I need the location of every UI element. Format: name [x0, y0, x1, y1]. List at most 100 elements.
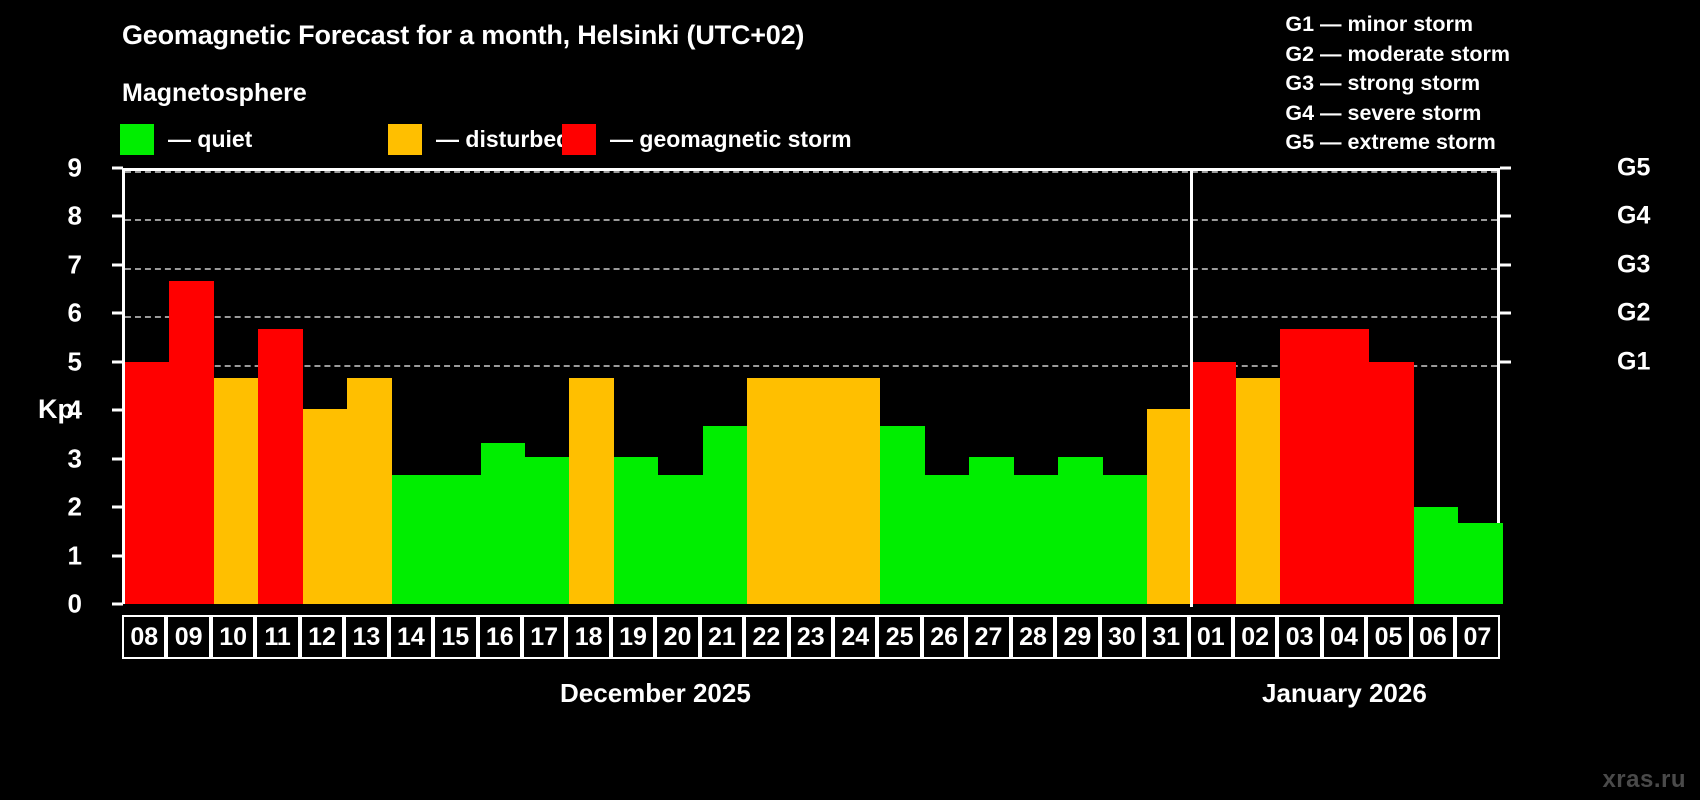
day-cell-08[interactable]: 08: [122, 615, 167, 659]
day-cell-02[interactable]: 02: [1232, 615, 1278, 659]
bar-slot-26[interactable]: [924, 171, 970, 604]
bar-24-disturbed[interactable]: [836, 377, 881, 604]
bar-slot-25[interactable]: [880, 171, 925, 604]
y-tick-mark-1: [112, 554, 123, 558]
day-cell-09[interactable]: 09: [166, 615, 211, 659]
day-cell-24[interactable]: 24: [833, 615, 878, 659]
bar-28-quiet[interactable]: [1013, 474, 1059, 604]
bar-slot-02[interactable]: [1235, 171, 1281, 604]
day-cell-06[interactable]: 06: [1410, 615, 1456, 659]
bar-slot-20[interactable]: [658, 171, 703, 604]
day-cell-19[interactable]: 19: [610, 615, 656, 659]
bar-slot-05[interactable]: [1369, 171, 1414, 604]
plot-area: [122, 168, 1503, 607]
bar-slot-03[interactable]: [1280, 171, 1325, 604]
bar-16-quiet[interactable]: [480, 442, 525, 604]
day-cell-26[interactable]: 26: [921, 615, 967, 659]
day-cell-05[interactable]: 05: [1366, 615, 1411, 659]
bar-30-quiet[interactable]: [1102, 474, 1148, 604]
bar-21-quiet[interactable]: [702, 426, 748, 604]
y-tick-label-6: 6: [67, 297, 82, 328]
bar-09-storm[interactable]: [169, 280, 214, 604]
bar-07-quiet[interactable]: [1458, 523, 1503, 604]
day-cell-04[interactable]: 04: [1321, 615, 1367, 659]
day-cell-30[interactable]: 30: [1099, 615, 1145, 659]
y-tick-label-7: 7: [67, 249, 82, 280]
bar-03-storm[interactable]: [1280, 329, 1325, 604]
day-cell-28[interactable]: 28: [1010, 615, 1056, 659]
bar-slot-27[interactable]: [969, 171, 1014, 604]
bar-06-quiet[interactable]: [1413, 507, 1459, 604]
day-cell-03[interactable]: 03: [1277, 615, 1322, 659]
bar-slot-29[interactable]: [1058, 171, 1103, 604]
bar-23-disturbed[interactable]: [791, 377, 836, 604]
day-cell-14[interactable]: 14: [388, 615, 434, 659]
bar-29-quiet[interactable]: [1058, 457, 1103, 604]
day-cell-01[interactable]: 01: [1188, 615, 1233, 659]
day-cell-17[interactable]: 17: [521, 615, 567, 659]
bar-11-storm[interactable]: [258, 329, 303, 604]
bar-slot-10[interactable]: [213, 171, 259, 604]
bar-slot-13[interactable]: [347, 171, 392, 604]
bar-slot-30[interactable]: [1102, 171, 1148, 604]
day-cell-18[interactable]: 18: [566, 615, 611, 659]
bar-slot-09[interactable]: [169, 171, 214, 604]
bar-20-quiet[interactable]: [658, 474, 703, 604]
g-tick-mark-g2: [1500, 311, 1511, 315]
bar-slot-11[interactable]: [258, 171, 303, 604]
bar-01-storm[interactable]: [1191, 361, 1236, 604]
day-cell-20[interactable]: 20: [655, 615, 700, 659]
bar-slot-23[interactable]: [791, 171, 836, 604]
bar-slot-14[interactable]: [391, 171, 437, 604]
bar-31-disturbed[interactable]: [1147, 408, 1192, 604]
day-cell-21[interactable]: 21: [699, 615, 745, 659]
day-cell-22[interactable]: 22: [744, 615, 789, 659]
bar-18-disturbed[interactable]: [569, 377, 614, 604]
bar-27-quiet[interactable]: [969, 457, 1014, 604]
day-cell-12[interactable]: 12: [299, 615, 345, 659]
day-cell-07[interactable]: 07: [1455, 615, 1500, 659]
bar-25-quiet[interactable]: [880, 426, 925, 604]
bar-slot-15[interactable]: [436, 171, 481, 604]
day-cell-15[interactable]: 15: [433, 615, 478, 659]
day-cell-25[interactable]: 25: [877, 615, 922, 659]
bar-13-disturbed[interactable]: [347, 377, 392, 604]
day-cell-27[interactable]: 27: [966, 615, 1011, 659]
bar-slot-08[interactable]: [125, 171, 170, 604]
day-cell-31[interactable]: 31: [1144, 615, 1189, 659]
bar-slot-16[interactable]: [480, 171, 525, 604]
g-legend-row-g5: G5 — extreme storm: [1285, 130, 1496, 154]
bar-slot-06[interactable]: [1413, 171, 1459, 604]
day-cell-29[interactable]: 29: [1055, 615, 1100, 659]
bar-15-quiet[interactable]: [436, 474, 481, 604]
bar-17-quiet[interactable]: [524, 457, 570, 604]
bar-05-storm[interactable]: [1369, 361, 1414, 604]
bar-slot-04[interactable]: [1324, 171, 1370, 604]
bar-slot-22[interactable]: [747, 171, 792, 604]
bar-26-quiet[interactable]: [924, 474, 970, 604]
bar-02-disturbed[interactable]: [1235, 377, 1281, 604]
bar-slot-24[interactable]: [836, 171, 881, 604]
bar-08-storm[interactable]: [125, 361, 170, 604]
bar-slot-31[interactable]: [1147, 171, 1192, 604]
day-cell-23[interactable]: 23: [788, 615, 833, 659]
day-cell-13[interactable]: 13: [344, 615, 389, 659]
bar-10-disturbed[interactable]: [213, 377, 259, 604]
bar-slot-12[interactable]: [302, 171, 348, 604]
day-label: 23: [788, 615, 833, 659]
bar-slot-21[interactable]: [702, 171, 748, 604]
bar-slot-18[interactable]: [569, 171, 614, 604]
bar-slot-28[interactable]: [1013, 171, 1059, 604]
bar-22-disturbed[interactable]: [747, 377, 792, 604]
day-cell-10[interactable]: 10: [210, 615, 256, 659]
day-cell-11[interactable]: 11: [255, 615, 300, 659]
bar-12-disturbed[interactable]: [302, 408, 348, 604]
bar-slot-17[interactable]: [524, 171, 570, 604]
bar-slot-19[interactable]: [613, 171, 659, 604]
bar-19-quiet[interactable]: [613, 457, 659, 604]
bar-14-quiet[interactable]: [391, 474, 437, 604]
bar-slot-07[interactable]: [1458, 171, 1503, 604]
bar-slot-01[interactable]: [1191, 171, 1236, 604]
bar-04-storm[interactable]: [1324, 329, 1370, 604]
day-cell-16[interactable]: 16: [477, 615, 522, 659]
